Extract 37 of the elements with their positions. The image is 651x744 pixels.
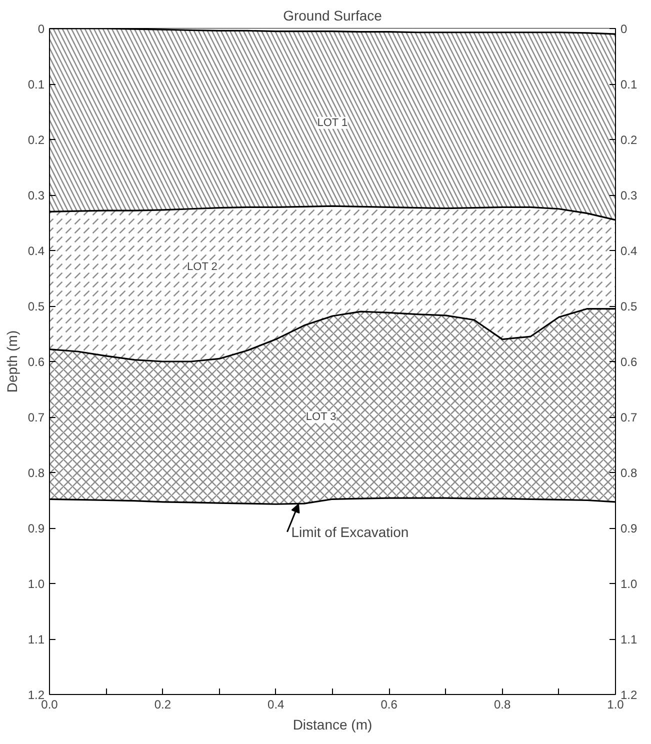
y-tick-label: 0.5 (28, 300, 45, 314)
annotation: Limit of Excavation (291, 524, 409, 540)
y-tick-label: 1.0 (28, 577, 45, 591)
y2-tick-label: 0.3 (620, 188, 638, 202)
y2-tick-label: 0 (620, 22, 628, 36)
x-tick-label: 0.4 (268, 698, 285, 712)
annotation: LOT 2 (187, 261, 218, 274)
annotation: Ground Surface (283, 8, 382, 24)
y-tick-label: 0.2 (28, 133, 45, 147)
y2-tick-label: 0.7 (620, 410, 638, 424)
annotation: LOT 3 (306, 411, 336, 423)
x-axis-title: Distance (m) (292, 716, 372, 732)
y2-tick-label: 0.9 (620, 522, 638, 536)
y-tick-label: 0.4 (28, 244, 45, 258)
y-axis-title: Depth (m) (4, 330, 20, 393)
y-tick-label: 0.1 (28, 78, 45, 92)
x-tick-label: 0.6 (380, 698, 398, 712)
y2-tick-label: 0.8 (620, 466, 638, 480)
y2-tick-label: 0.6 (620, 355, 638, 369)
y2-tick-label: 0.4 (620, 244, 638, 258)
y2-tick-label: 1.1 (620, 632, 638, 646)
y-tick-label: 0 (38, 22, 45, 36)
y-tick-label: 0.9 (28, 522, 45, 536)
y2-tick-label: 1.0 (620, 577, 638, 591)
y-tick-label: 0.8 (28, 466, 45, 480)
y2-tick-label: 0.5 (620, 300, 638, 314)
x-tick-label: 0.2 (154, 698, 172, 712)
y-tick-label: 0.6 (28, 355, 45, 369)
x-tick-label: 0.0 (41, 698, 58, 712)
x-tick-label: 1.0 (607, 698, 624, 712)
x-tick-label: 0.8 (494, 698, 511, 712)
y-tick-label: 1.1 (28, 632, 45, 646)
y-tick-label: 0.7 (28, 410, 45, 424)
y2-tick-label: 0.1 (620, 78, 638, 92)
annotation: LOT 1 (317, 116, 348, 129)
y2-tick-label: 0.2 (620, 133, 638, 147)
y-tick-label: 0.3 (28, 188, 45, 202)
